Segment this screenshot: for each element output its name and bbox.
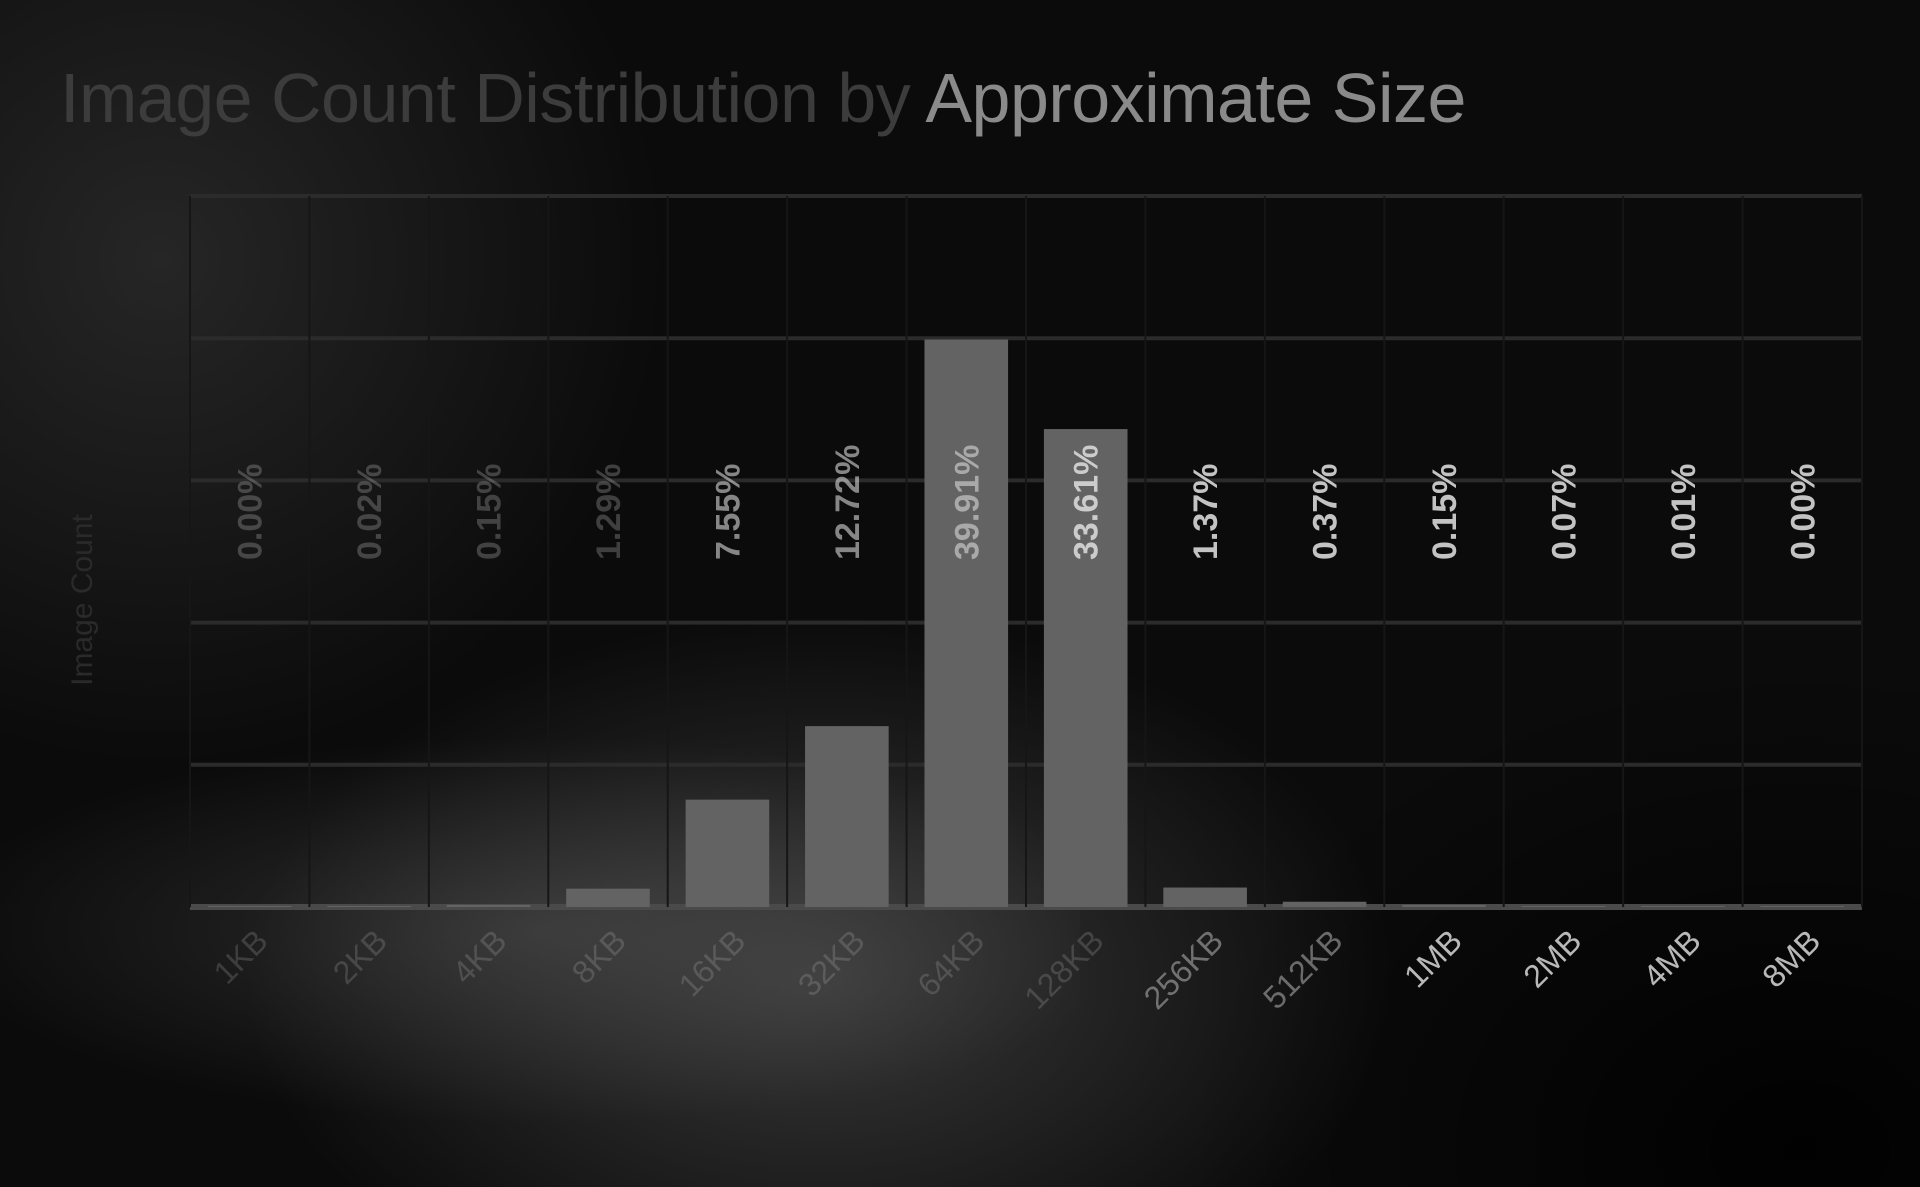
x-tick-label: 64KB xyxy=(910,922,991,1003)
bar xyxy=(1043,429,1128,907)
x-tick-label: 2MB xyxy=(1516,922,1588,994)
bar xyxy=(446,904,531,907)
x-tick-layer: 1KB 2KB 4KB 8KB 16KB 32KB 64KB 128KB 256KB 512KB 1… xyxy=(206,922,1827,1015)
bar xyxy=(1641,906,1725,907)
bar xyxy=(1760,906,1845,907)
data-label: 39.91% xyxy=(948,445,986,560)
chart-title-part: Image Count Distribution by xyxy=(60,59,926,137)
bar xyxy=(207,906,292,907)
bar xyxy=(685,799,770,907)
bar xyxy=(805,726,889,907)
x-tick-label: 8MB xyxy=(1755,922,1827,994)
y-axis-label: Image Count xyxy=(66,513,99,685)
x-tick-label: 4MB xyxy=(1636,922,1708,994)
x-tick-label: 512KB xyxy=(1256,922,1349,1015)
bar xyxy=(566,888,650,907)
data-label: 12.72% xyxy=(829,445,867,560)
bar xyxy=(1163,887,1247,907)
data-label: 33.61% xyxy=(1068,445,1106,560)
x-tick-label: 4KB xyxy=(445,922,513,990)
x-tick-label: 128KB xyxy=(1017,922,1110,1015)
data-label: 7.55% xyxy=(709,464,747,560)
data-label: 0.01% xyxy=(1665,464,1703,560)
data-label: 1.29% xyxy=(590,464,628,560)
chart-title: Image Count Distribution by Approximate … xyxy=(60,58,1880,138)
x-tick-label: 8KB xyxy=(565,922,633,990)
data-label: 0.15% xyxy=(471,464,509,560)
data-label: 0.15% xyxy=(1426,464,1464,560)
bar xyxy=(1282,901,1367,907)
data-label: 1.37% xyxy=(1187,464,1225,560)
label-layer: 0.00% 0.02% 0.15% 1.29% 7.55% 12.72% 39.91% 33.… xyxy=(232,445,1823,560)
bar xyxy=(924,339,1009,907)
x-tick-label: 32KB xyxy=(791,922,872,1003)
bar xyxy=(327,906,411,907)
data-label: 0.02% xyxy=(351,464,389,560)
bar-layer xyxy=(207,339,1845,907)
grid-layer xyxy=(189,194,1863,910)
bar xyxy=(1521,906,1606,907)
x-tick-label: 2KB xyxy=(326,922,394,990)
x-tick-label: 256KB xyxy=(1137,922,1230,1015)
data-label: 0.37% xyxy=(1307,464,1345,560)
x-tick-label: 16KB xyxy=(672,922,753,1003)
data-label: 0.00% xyxy=(232,464,270,560)
x-tick-label: 1MB xyxy=(1397,922,1469,994)
data-label: 0.00% xyxy=(1784,464,1822,560)
chart-title-text: Image Count Distribution by Approximate … xyxy=(60,59,1466,137)
chart-title-part: Approximate Size xyxy=(925,59,1466,137)
bar xyxy=(1402,904,1486,907)
x-tick-label: 1KB xyxy=(206,922,274,990)
data-label: 0.07% xyxy=(1545,464,1583,560)
